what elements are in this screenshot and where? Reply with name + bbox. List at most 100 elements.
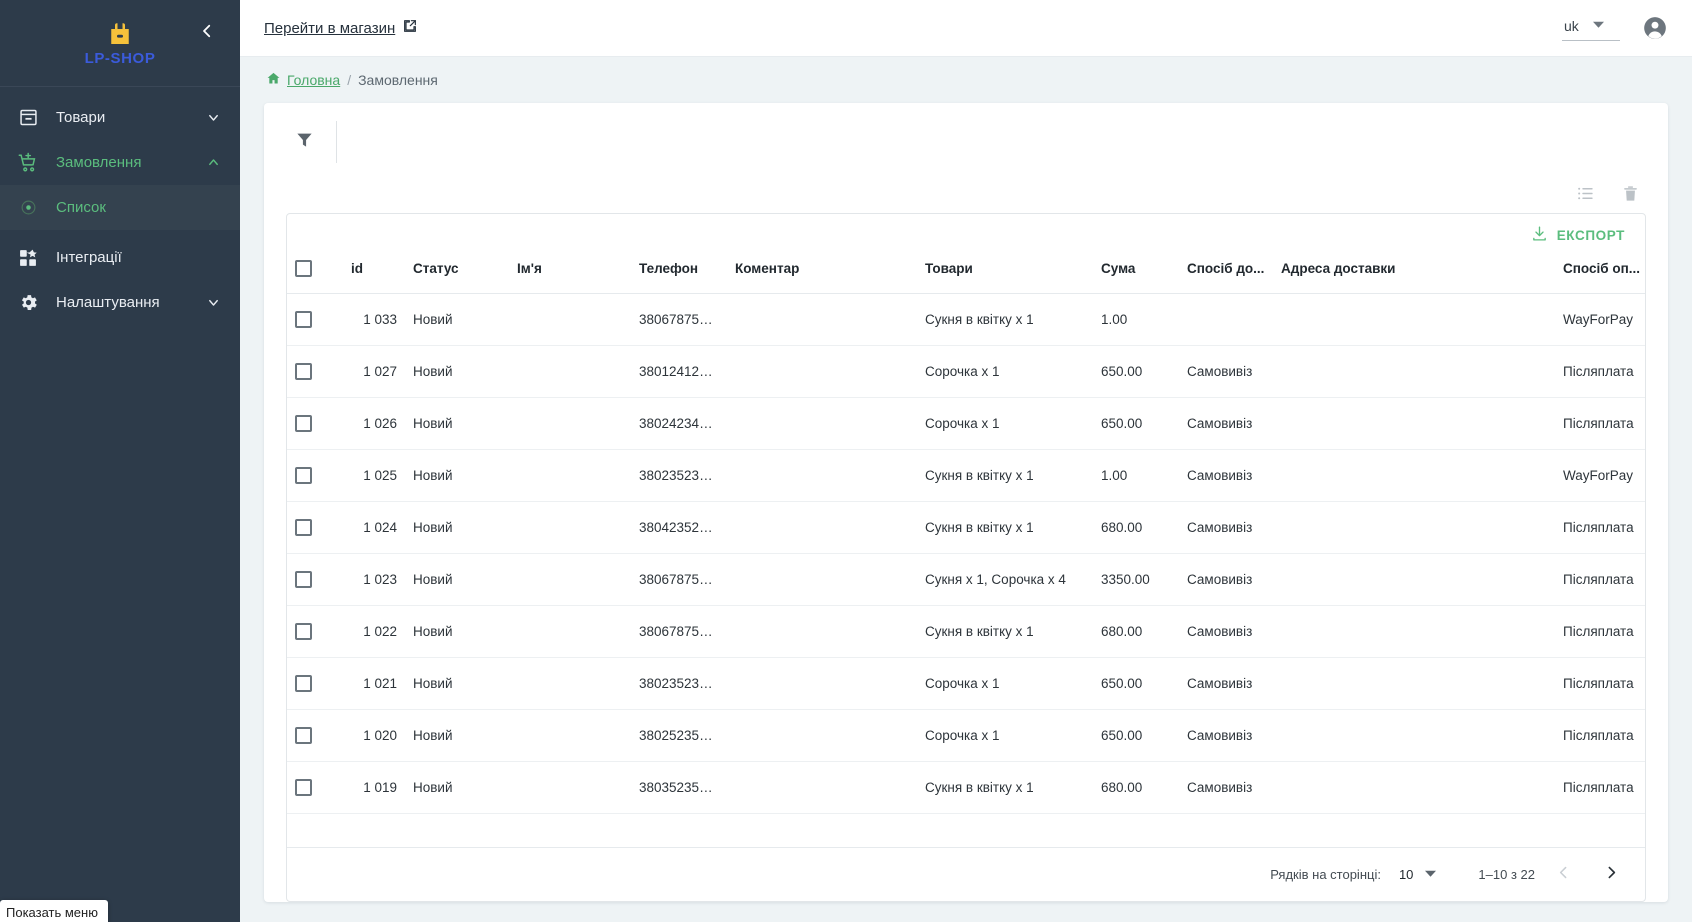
column-header-goods[interactable]: Товари bbox=[917, 252, 1093, 294]
pagination-range: 1–10 з 22 bbox=[1478, 867, 1535, 882]
orders-table-head: id Статус Ім'я Телефон Коментар Товари С… bbox=[287, 252, 1645, 294]
cell-addr bbox=[1273, 293, 1555, 346]
cell-goods: Сукня в квітку х 1 bbox=[917, 449, 1093, 502]
orders-table-body: 1 033 Новий 380678755765 Сукня в квітку х 1… bbox=[287, 293, 1645, 814]
rows-per-page-value: 10 bbox=[1398, 867, 1414, 882]
row-checkbox[interactable] bbox=[295, 623, 312, 640]
cell-comment bbox=[727, 397, 917, 450]
row-checkbox[interactable] bbox=[295, 467, 312, 484]
cell-phone: 380124124124 bbox=[631, 345, 727, 398]
row-select-cell bbox=[287, 605, 343, 658]
table-row[interactable]: 1 021 Новий 380235235235 Сорочка х 1 650.00 С… bbox=[287, 657, 1645, 710]
row-checkbox[interactable] bbox=[295, 311, 312, 328]
cell-pay: Післяплата bbox=[1555, 761, 1645, 814]
show-menu-tooltip: Показать меню bbox=[0, 900, 108, 922]
cell-sum: 680.00 bbox=[1093, 501, 1179, 554]
cell-comment bbox=[727, 345, 917, 398]
column-header-phone[interactable]: Телефон bbox=[631, 252, 727, 294]
table-row[interactable]: 1 027 Новий 380124124124 Сорочка х 1 650.00 С… bbox=[287, 345, 1645, 398]
row-checkbox[interactable] bbox=[295, 519, 312, 536]
row-select-cell bbox=[287, 761, 343, 814]
cell-status: Новий bbox=[405, 293, 509, 346]
select-all-checkbox[interactable] bbox=[295, 260, 312, 277]
list-view-icon[interactable] bbox=[1576, 184, 1595, 203]
column-header-shipping[interactable]: Спосіб до... bbox=[1179, 252, 1273, 294]
pagination-prev-button[interactable] bbox=[1543, 855, 1583, 895]
trash-icon[interactable] bbox=[1621, 184, 1640, 203]
table-row[interactable]: 1 024 Новий 380423523523 Сукня в квітку х 1… bbox=[287, 501, 1645, 554]
table-row[interactable]: 1 033 Новий 380678755765 Сукня в квітку х 1… bbox=[287, 293, 1645, 346]
sidebar-item-settings[interactable]: Налаштування bbox=[0, 280, 240, 325]
select-all-header bbox=[287, 252, 343, 294]
cell-sum: 650.00 bbox=[1093, 709, 1179, 762]
table-row[interactable]: 1 019 Новий 380352352353 Сукня в квітку х 1… bbox=[287, 761, 1645, 814]
cell-addr bbox=[1273, 449, 1555, 502]
table-header-row: id Статус Ім'я Телефон Коментар Товари С… bbox=[287, 252, 1645, 294]
cell-comment bbox=[727, 709, 917, 762]
column-header-sum[interactable]: Сума bbox=[1093, 252, 1179, 294]
cell-status: Новий bbox=[405, 553, 509, 606]
row-checkbox[interactable] bbox=[295, 571, 312, 588]
column-header-payment[interactable]: Спосіб оп... bbox=[1555, 252, 1645, 294]
sidebar-collapse-button[interactable] bbox=[190, 14, 224, 48]
row-checkbox[interactable] bbox=[295, 363, 312, 380]
cell-sum: 1.00 bbox=[1093, 293, 1179, 346]
orders-grid-scroll[interactable]: id Статус Ім'я Телефон Коментар Товари С… bbox=[287, 252, 1645, 847]
cell-goods: Сукня в квітку х 1 bbox=[917, 501, 1093, 554]
cell-pay: Післяплата bbox=[1555, 397, 1645, 450]
cell-sum: 650.00 bbox=[1093, 657, 1179, 710]
cell-sum: 680.00 bbox=[1093, 605, 1179, 658]
cell-pay: Післяплата bbox=[1555, 345, 1645, 398]
cell-status: Новий bbox=[405, 449, 509, 502]
funnel-filter-icon bbox=[295, 130, 314, 154]
table-row[interactable]: 1 023 Новий 380678755722 Сукня х 1, Сорочка… bbox=[287, 553, 1645, 606]
cell-addr bbox=[1273, 605, 1555, 658]
column-header-name[interactable]: Ім'я bbox=[509, 252, 631, 294]
column-header-id[interactable]: id bbox=[343, 252, 405, 294]
rows-per-page-select[interactable]: 10 bbox=[1398, 866, 1437, 884]
cell-name bbox=[509, 293, 631, 346]
cell-name bbox=[509, 553, 631, 606]
cell-phone: 380352352353 bbox=[631, 761, 727, 814]
chevron-right-icon bbox=[1603, 864, 1620, 886]
row-checkbox[interactable] bbox=[295, 779, 312, 796]
account-circle-icon[interactable] bbox=[1642, 15, 1668, 41]
pagination-next-button[interactable] bbox=[1591, 855, 1631, 895]
sidebar-item-products[interactable]: Товари bbox=[0, 95, 240, 140]
sidebar-item-integrations[interactable]: Інтеграції bbox=[0, 235, 240, 280]
top-bar-right: uk bbox=[1562, 15, 1668, 41]
sidebar-item-orders[interactable]: Замовлення bbox=[0, 140, 240, 185]
row-checkbox[interactable] bbox=[295, 415, 312, 432]
brand-logo[interactable]: LP-SHOP bbox=[85, 19, 156, 67]
language-select[interactable]: uk bbox=[1562, 15, 1620, 41]
export-button[interactable]: ЕКСПОРТ bbox=[1531, 225, 1625, 245]
table-row[interactable]: 1 026 Новий 380242342342 Сорочка х 1 650.00 С… bbox=[287, 397, 1645, 450]
radio-dot-icon bbox=[0, 199, 56, 216]
cell-addr bbox=[1273, 553, 1555, 606]
row-checkbox[interactable] bbox=[295, 727, 312, 744]
table-row[interactable]: 1 025 Новий 380235235235 Сукня в квітку х 1… bbox=[287, 449, 1645, 502]
sidebar-item-orders-list[interactable]: Список bbox=[0, 185, 240, 230]
cell-comment bbox=[727, 657, 917, 710]
row-select-cell bbox=[287, 449, 343, 502]
sidebar-item-label: Товари bbox=[56, 109, 106, 126]
table-row[interactable]: 1 022 Новий 380678755765 Сукня в квітку х 1… bbox=[287, 605, 1645, 658]
table-row[interactable]: 1 020 Новий 380252352352 Сорочка х 1 650.00 С… bbox=[287, 709, 1645, 762]
cell-phone: 380678755722 bbox=[631, 553, 727, 606]
language-value: uk bbox=[1564, 18, 1579, 34]
filter-button[interactable] bbox=[284, 122, 324, 162]
column-header-address[interactable]: Адреса доставки bbox=[1273, 252, 1555, 294]
column-header-comment[interactable]: Коментар bbox=[727, 252, 917, 294]
cell-sum: 680.00 bbox=[1093, 761, 1179, 814]
breadcrumb-home[interactable]: Головна bbox=[266, 71, 340, 89]
cell-status: Новий bbox=[405, 605, 509, 658]
filter-divider bbox=[336, 121, 337, 163]
cell-phone: 380678755765 bbox=[631, 605, 727, 658]
row-checkbox[interactable] bbox=[295, 675, 312, 692]
cell-phone: 380235235235 bbox=[631, 449, 727, 502]
apps-grid-icon bbox=[0, 248, 56, 268]
go-to-shop-link[interactable]: Перейти в магазин bbox=[264, 18, 418, 38]
column-header-status[interactable]: Статус bbox=[405, 252, 509, 294]
cell-phone: 380423523523 bbox=[631, 501, 727, 554]
cell-goods: Сорочка х 1 bbox=[917, 397, 1093, 450]
